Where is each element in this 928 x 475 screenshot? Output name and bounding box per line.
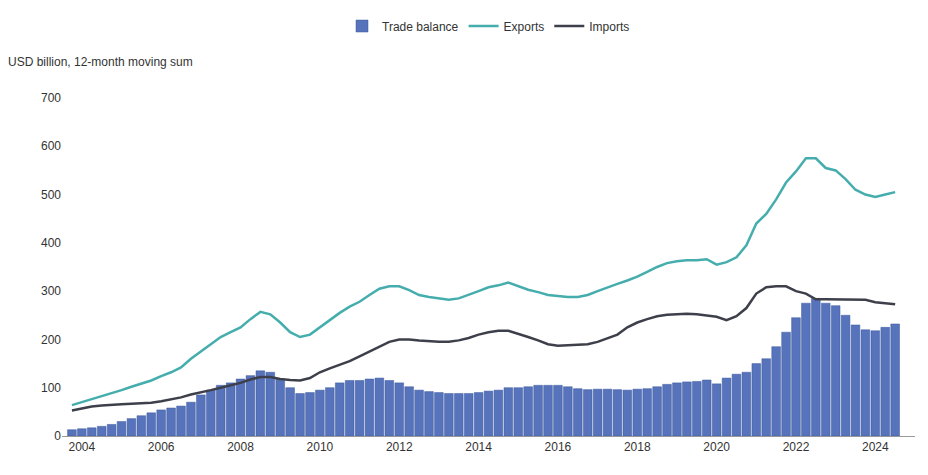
svg-text:2014: 2014 bbox=[465, 440, 492, 454]
svg-text:2008: 2008 bbox=[227, 440, 254, 454]
svg-text:Exports: Exports bbox=[504, 20, 545, 34]
svg-text:Imports: Imports bbox=[589, 20, 629, 34]
svg-text:2012: 2012 bbox=[386, 440, 413, 454]
svg-text:2010: 2010 bbox=[307, 440, 334, 454]
svg-text:2022: 2022 bbox=[783, 440, 810, 454]
svg-text:Trade balance: Trade balance bbox=[382, 20, 459, 34]
svg-text:200: 200 bbox=[41, 333, 61, 347]
svg-text:100: 100 bbox=[41, 381, 61, 395]
svg-text:2016: 2016 bbox=[545, 440, 572, 454]
svg-text:500: 500 bbox=[41, 188, 61, 202]
svg-text:700: 700 bbox=[41, 91, 61, 105]
svg-text:2018: 2018 bbox=[624, 440, 651, 454]
svg-text:600: 600 bbox=[41, 139, 61, 153]
svg-text:400: 400 bbox=[41, 236, 61, 250]
svg-text:0: 0 bbox=[54, 429, 61, 443]
svg-text:2006: 2006 bbox=[148, 440, 175, 454]
svg-text:300: 300 bbox=[41, 284, 61, 298]
svg-text:2004: 2004 bbox=[68, 440, 95, 454]
svg-text:2020: 2020 bbox=[703, 440, 730, 454]
svg-text:2024: 2024 bbox=[862, 440, 889, 454]
svg-text:USD billion, 12-month moving s: USD billion, 12-month moving sum bbox=[8, 55, 193, 69]
